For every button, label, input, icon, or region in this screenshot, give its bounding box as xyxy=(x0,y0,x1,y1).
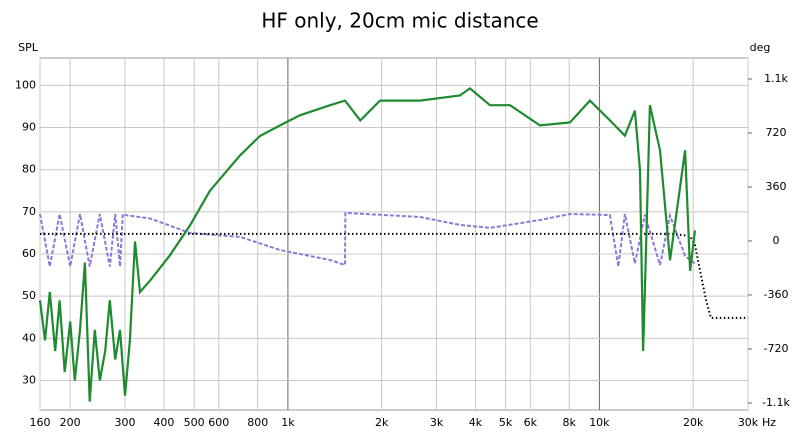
y-tick-label: 60 xyxy=(22,247,36,260)
y2-tick-label: 1.1k xyxy=(764,72,788,85)
y2-tick-label: 720 xyxy=(766,126,787,139)
series-line xyxy=(39,211,696,267)
x-tick-label: 1k xyxy=(281,416,295,429)
series-line xyxy=(40,232,748,319)
y2-tick-label: -720 xyxy=(764,342,789,355)
y2-axis-label: deg xyxy=(750,41,771,54)
chart-title: HF only, 20cm mic distance xyxy=(261,9,538,33)
x-tick-label: 5k xyxy=(499,416,513,429)
y2-tick-label: 360 xyxy=(766,180,787,193)
x-tick-label: 160 xyxy=(30,416,51,429)
plot-area xyxy=(39,57,749,411)
y2-tick-label: -360 xyxy=(764,288,789,301)
y2-tick-label: 0 xyxy=(773,234,780,247)
x-tick-label: 6k xyxy=(524,416,538,429)
x-tick-label: 30k xyxy=(738,416,759,429)
x-tick-label: 400 xyxy=(153,416,174,429)
y-tick-label: 50 xyxy=(22,289,36,302)
x-tick-label: 500 xyxy=(184,416,205,429)
x-tick-label: 20k xyxy=(683,416,704,429)
x-tick-label: 200 xyxy=(60,416,81,429)
y-axis-label: SPL xyxy=(18,41,39,54)
x-tick-label: 3k xyxy=(430,416,444,429)
x-tick-label: 10k xyxy=(589,416,610,429)
y-tick-label: 40 xyxy=(22,331,36,344)
x-axis-label: Hz xyxy=(762,416,776,429)
y-tick-label: 30 xyxy=(22,373,36,386)
y-tick-label: 70 xyxy=(22,205,36,218)
y-tick-label: 90 xyxy=(22,121,36,134)
y2-tick-label: -1.1k xyxy=(762,396,790,409)
x-tick-label: 2k xyxy=(375,416,389,429)
y-tick-label: 80 xyxy=(22,163,36,176)
x-tick-label: 8k xyxy=(563,416,577,429)
x-tick-label: 800 xyxy=(247,416,268,429)
x-tick-label: 300 xyxy=(115,416,136,429)
y-tick-label: 100 xyxy=(15,78,36,91)
series-line xyxy=(38,87,697,402)
x-tick-label: 600 xyxy=(208,416,229,429)
x-tick-label: 4k xyxy=(469,416,483,429)
